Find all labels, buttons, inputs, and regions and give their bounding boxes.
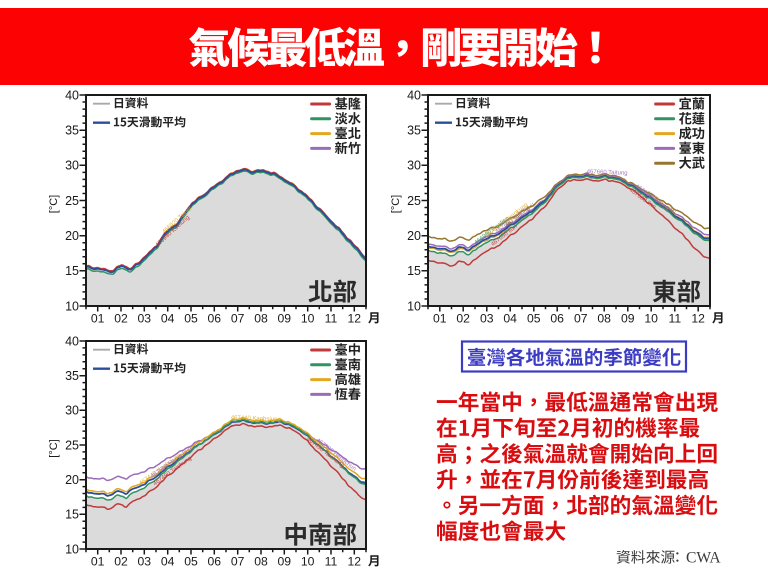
svg-text:05: 05 [527, 312, 541, 326]
svg-text:10: 10 [301, 312, 315, 326]
svg-text:30: 30 [65, 159, 79, 173]
svg-text:12: 12 [691, 312, 705, 326]
svg-text:08: 08 [254, 312, 268, 326]
svg-text:09: 09 [621, 312, 635, 326]
svg-text:11: 11 [668, 312, 681, 326]
svg-text:35: 35 [65, 369, 79, 383]
svg-text:40: 40 [407, 88, 421, 102]
svg-text:09: 09 [278, 555, 292, 569]
svg-text:15: 15 [407, 264, 421, 278]
svg-text:40: 40 [65, 334, 79, 348]
svg-text:06: 06 [550, 312, 564, 326]
svg-text:15: 15 [65, 264, 79, 278]
svg-text:02: 02 [114, 312, 128, 326]
svg-text:01: 01 [91, 312, 105, 326]
svg-text:20: 20 [65, 473, 79, 487]
svg-text:CWA: CWA [686, 550, 721, 567]
svg-text:07: 07 [574, 312, 588, 326]
svg-text:467440 Kaohsiung: 467440 Kaohsiung [231, 415, 281, 423]
svg-text:01: 01 [433, 312, 447, 326]
svg-text:20: 20 [407, 229, 421, 243]
svg-text:35: 35 [65, 124, 79, 138]
svg-text:20: 20 [65, 229, 79, 243]
svg-text:04: 04 [503, 312, 517, 326]
svg-text:467660 Taitung: 467660 Taitung [587, 169, 628, 176]
svg-text:08: 08 [597, 312, 611, 326]
svg-text:10: 10 [65, 542, 79, 556]
svg-text:10: 10 [65, 299, 79, 313]
svg-text:[°C]: [°C] [48, 439, 60, 457]
svg-text:02: 02 [114, 555, 128, 569]
svg-text:04: 04 [161, 555, 175, 569]
svg-text:[°C]: [°C] [48, 195, 60, 213]
svg-text:01: 01 [91, 555, 105, 569]
svg-text:25: 25 [65, 194, 79, 208]
svg-text:06: 06 [208, 312, 222, 326]
svg-text:07: 07 [231, 312, 245, 326]
svg-text:11: 11 [325, 555, 338, 569]
svg-text:40: 40 [65, 88, 79, 102]
svg-text:35: 35 [407, 124, 421, 138]
svg-text:11: 11 [325, 312, 338, 326]
svg-text:12: 12 [348, 312, 362, 326]
svg-text:06: 06 [208, 555, 222, 569]
svg-text:10: 10 [301, 555, 315, 569]
svg-text:02: 02 [456, 312, 470, 326]
svg-text:05: 05 [184, 312, 198, 326]
svg-text:03: 03 [138, 555, 152, 569]
svg-text:09: 09 [278, 312, 292, 326]
svg-text:10: 10 [644, 312, 658, 326]
svg-text:08: 08 [254, 555, 268, 569]
svg-text:03: 03 [138, 312, 152, 326]
svg-text:25: 25 [65, 438, 79, 452]
svg-text:03: 03 [480, 312, 494, 326]
svg-text:05: 05 [184, 555, 198, 569]
svg-text:12: 12 [348, 555, 362, 569]
svg-text:15: 15 [65, 508, 79, 522]
svg-text:07: 07 [231, 555, 245, 569]
svg-text:[°C]: [°C] [390, 195, 402, 213]
svg-text:30: 30 [65, 404, 79, 418]
svg-text:30: 30 [407, 159, 421, 173]
svg-text:25: 25 [407, 194, 421, 208]
svg-text:04: 04 [161, 312, 175, 326]
svg-text:10: 10 [407, 299, 421, 313]
